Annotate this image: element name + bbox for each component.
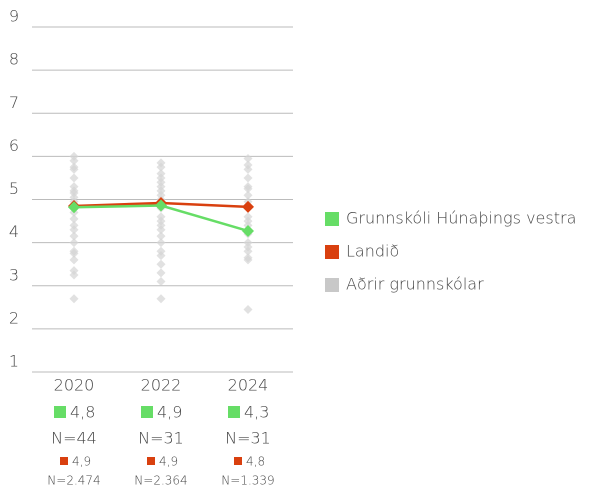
y-tick-label: 7 [9,93,19,112]
n-label: N=1.339 [221,474,274,488]
value-label: 4,9 [72,455,91,469]
value-swatch [228,406,240,418]
other-school-point [69,214,79,224]
other-school-point [243,173,253,183]
y-tick-label: 9 [9,7,19,26]
other-school-point [69,255,79,265]
other-school-point [156,231,166,241]
value-swatch [141,406,153,418]
value-label: 4,8 [246,455,265,469]
y-tick-label: 5 [9,179,19,198]
n-label: N=2.364 [134,474,187,488]
n-label: N=2.474 [47,474,100,488]
n-label: N=44 [51,429,97,448]
other-school-point [243,154,253,164]
value-swatch [234,457,242,465]
other-school-point [156,276,166,286]
other-school-point [243,164,253,174]
other-school-point [156,251,166,261]
y-tick-label: 1 [9,352,19,371]
series-point [155,199,167,212]
other-school-point [69,173,79,183]
other-school-point [243,184,253,194]
y-tick-label: 3 [9,265,19,284]
n-label: N=31 [138,429,184,448]
other-school-point [69,164,79,174]
y-tick-label: 8 [9,50,19,69]
other-school-point [156,259,166,269]
series-point [242,200,254,213]
legend-swatch [325,212,339,226]
legend-swatch [325,245,339,259]
value-swatch [54,406,66,418]
other-school-point [156,238,166,248]
other-school-point [243,190,253,200]
legend-label: Aðrir grunnskólar [346,275,484,294]
x-tick-label: 2020 [54,376,95,395]
value-swatch [147,457,155,465]
other-school-point [69,248,79,258]
other-school-point [156,225,166,235]
legend-swatch [325,278,339,292]
other-school-point [69,294,79,304]
x-tick-label: 2022 [141,376,182,395]
other-school-point [156,162,166,172]
other-school-point [156,268,166,278]
series-point [242,224,254,237]
value-label: 4,8 [70,403,95,422]
other-school-point [69,231,79,241]
other-school-point [69,238,79,248]
n-label: N=31 [225,429,271,448]
x-tick-label: 2024 [228,376,269,395]
other-school-point [69,270,79,280]
other-school-point [156,294,166,304]
value-label: 4,9 [159,455,178,469]
legend-label: Landið [346,242,399,261]
other-school-point [243,304,253,314]
series-point [68,201,80,214]
other-school-point [243,255,253,265]
other-school-point [69,225,79,235]
y-tick-label: 2 [9,308,19,327]
value-swatch [60,457,68,465]
other-school-point [69,156,79,166]
y-tick-label: 6 [9,136,19,155]
legend-label: Grunnskóli Húnaþings vestra [346,209,576,228]
value-label: 4,3 [244,403,269,422]
value-label: 4,9 [157,403,182,422]
other-school-point [243,246,253,256]
y-tick-label: 4 [9,222,19,241]
